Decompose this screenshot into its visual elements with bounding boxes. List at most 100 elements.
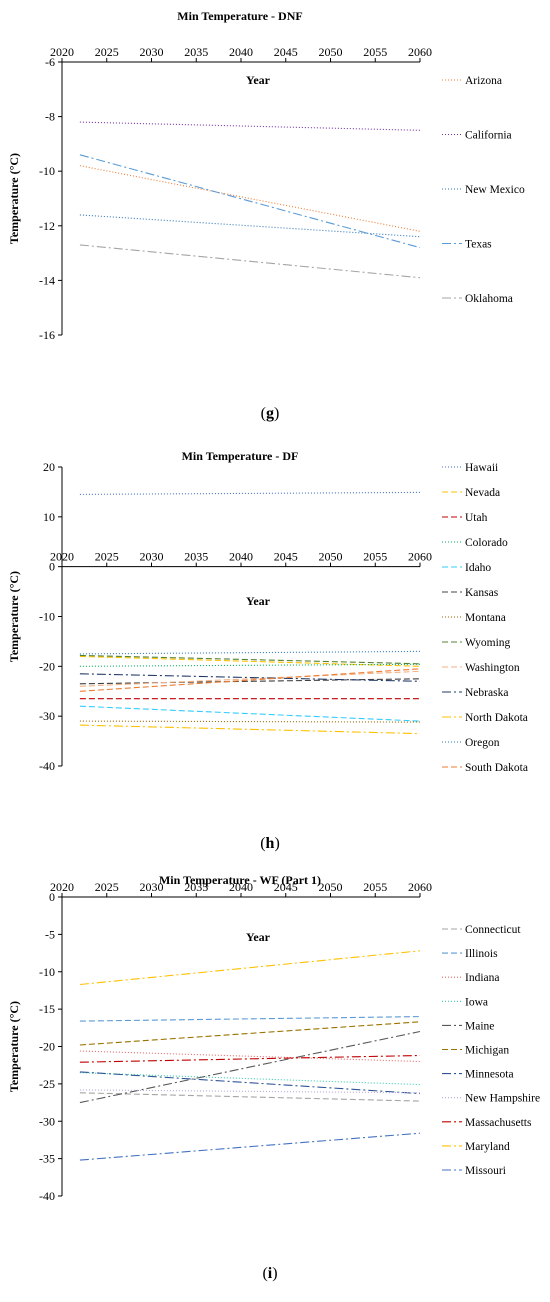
- y-tick-label: 10: [43, 510, 55, 524]
- legend-label: Washington: [465, 662, 520, 674]
- series-line-nevada: [79, 655, 421, 667]
- legend-label: Connecticut: [465, 924, 521, 936]
- x-tick-label: 2055: [363, 550, 387, 564]
- legend-label: Maine: [465, 1020, 494, 1032]
- series-line-nebraska: [79, 673, 421, 682]
- legend-label: Indiana: [465, 972, 499, 984]
- series-line-california: [79, 121, 421, 131]
- legend-label: Idaho: [465, 562, 491, 574]
- y-axis-label: Temperature (°C): [7, 571, 21, 662]
- y-tick-label: -12: [39, 219, 55, 233]
- series-line-connecticut: [79, 1092, 421, 1102]
- y-tick-label: -15: [39, 1002, 55, 1016]
- y-tick-label: -8: [45, 110, 55, 124]
- legend-label: Massachusetts: [465, 1117, 532, 1129]
- y-tick-label: -30: [39, 1114, 55, 1128]
- legend-label: Utah: [465, 512, 488, 524]
- y-tick-label: -40: [39, 759, 55, 773]
- x-tick-label: 2025: [95, 880, 119, 894]
- series-line-minnesota: [79, 1071, 421, 1095]
- x-tick-label: 2035: [184, 880, 208, 894]
- x-tick-label: 2030: [140, 45, 164, 59]
- y-tick-label: -20: [39, 659, 55, 673]
- panel-label: (i): [262, 1265, 277, 1282]
- series-line-arizona: [79, 165, 421, 232]
- y-tick-label: -5: [45, 927, 55, 941]
- x-tick-label: 2060: [408, 45, 432, 59]
- x-axis-label: Year: [246, 930, 271, 944]
- legend-label: Michigan: [465, 1045, 509, 1057]
- legend-label: Nebraska: [465, 687, 508, 699]
- x-tick-label: 2020: [50, 45, 74, 59]
- x-tick-label: 2020: [50, 880, 74, 894]
- x-tick-label: 2035: [184, 45, 208, 59]
- series-line-washington: [79, 670, 421, 687]
- y-tick-label: -10: [39, 965, 55, 979]
- legend-label: Colorado: [465, 537, 508, 549]
- legend-label: Kansas: [465, 587, 499, 599]
- y-tick-label: -14: [39, 273, 55, 287]
- x-tick-label: 2045: [274, 45, 298, 59]
- x-tick-label: 2035: [184, 550, 208, 564]
- y-tick-label: -35: [39, 1152, 55, 1166]
- chart-title: Min Temperature - DF: [182, 449, 299, 463]
- series-line-north-dakota: [79, 724, 421, 735]
- legend-label: Texas: [465, 239, 492, 251]
- chart-i: Min Temperature - WF (Part 1) 0 -5 -10 -15 -2…: [7, 873, 540, 1282]
- series-line-montana: [79, 720, 421, 723]
- y-tick-label: -10: [39, 164, 55, 178]
- series-line-idaho: [79, 705, 421, 722]
- series-line-maryland: [79, 950, 421, 986]
- chart-h: Min Temperature - DF 20 10 0 -10 -20 -30 -40 202…: [7, 449, 528, 852]
- series-line-oregon: [79, 650, 421, 655]
- y-tick-label: -20: [39, 1040, 55, 1054]
- x-tick-label: 2040: [229, 880, 253, 894]
- legend-label: Illinois: [465, 948, 498, 960]
- x-tick-label: 2055: [363, 880, 387, 894]
- x-tick-label: 2060: [408, 550, 432, 564]
- legend-label: Arizona: [465, 75, 502, 87]
- y-tick-label: 0: [49, 560, 55, 574]
- x-tick-label: 2050: [319, 550, 343, 564]
- series-line-hawaii: [79, 491, 421, 495]
- x-tick-label: 2050: [319, 880, 343, 894]
- y-axis-label: Temperature (°C): [7, 1001, 21, 1092]
- legend-label: Oklahoma: [465, 293, 513, 305]
- chart-title: Min Temperature - DNF: [177, 9, 302, 23]
- x-tick-label: 2040: [229, 45, 253, 59]
- x-tick-label: 2020: [50, 550, 74, 564]
- x-tick-label: 2060: [408, 880, 432, 894]
- series-line-massachusetts: [79, 1054, 421, 1063]
- legend-label: Wyoming: [465, 637, 511, 649]
- x-tick-label: 2025: [95, 45, 119, 59]
- legend-label: Maryland: [465, 1141, 510, 1153]
- panel-label: (g): [261, 405, 280, 422]
- chart-title: Min Temperature - WF (Part 1): [159, 873, 321, 887]
- y-tick-label: -10: [39, 610, 55, 624]
- series-line-kansas: [79, 678, 421, 685]
- y-tick-label: -40: [39, 1189, 55, 1203]
- series-line-maine: [79, 1030, 421, 1104]
- legend-label: Minnesota: [465, 1069, 514, 1081]
- panel-label: (h): [260, 835, 280, 852]
- legend-label: North Dakota: [465, 712, 528, 724]
- y-tick-label: 0: [49, 890, 55, 904]
- x-tick-label: 2040: [229, 550, 253, 564]
- x-tick-label: 2030: [140, 880, 164, 894]
- y-tick-label: -6: [45, 55, 55, 69]
- series-line-illinois: [79, 1016, 421, 1022]
- series-line-texas: [79, 154, 421, 249]
- series-line-wyoming: [79, 654, 421, 665]
- legend-label: Oregon: [465, 737, 500, 749]
- legend-label: South Dakota: [465, 762, 528, 774]
- x-tick-label: 2030: [140, 550, 164, 564]
- series-line-missouri: [79, 1132, 421, 1161]
- x-axis-label: Year: [246, 594, 271, 608]
- chart-g: Min Temperature - DNF -6 -8 -10 -12 -14 -16 202…: [7, 9, 525, 422]
- x-tick-label: 2045: [274, 880, 298, 894]
- legend-label: California: [465, 130, 512, 142]
- y-tick-label: -30: [39, 709, 55, 723]
- legend-label: Montana: [465, 612, 506, 624]
- legend-label: Nevada: [465, 487, 500, 499]
